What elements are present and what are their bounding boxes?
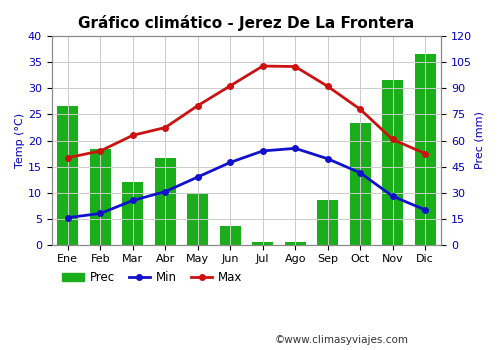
Bar bbox=[284, 242, 306, 245]
Bar bbox=[154, 158, 176, 245]
Bar bbox=[187, 193, 208, 245]
Bar bbox=[122, 182, 144, 245]
Y-axis label: Temp (°C): Temp (°C) bbox=[15, 113, 25, 168]
Bar bbox=[220, 226, 241, 245]
Bar bbox=[252, 242, 274, 245]
Bar bbox=[317, 199, 338, 245]
Y-axis label: Prec (mm): Prec (mm) bbox=[475, 112, 485, 169]
Legend: Prec, Min, Max: Prec, Min, Max bbox=[58, 266, 248, 289]
Bar bbox=[58, 106, 78, 245]
Bar bbox=[90, 149, 111, 245]
Bar bbox=[414, 54, 436, 245]
Title: Gráfico climático - Jerez De La Frontera: Gráfico climático - Jerez De La Frontera bbox=[78, 15, 414, 31]
Text: ©www.climasyviajes.com: ©www.climasyviajes.com bbox=[275, 335, 409, 345]
Bar bbox=[382, 80, 403, 245]
Bar bbox=[350, 123, 370, 245]
